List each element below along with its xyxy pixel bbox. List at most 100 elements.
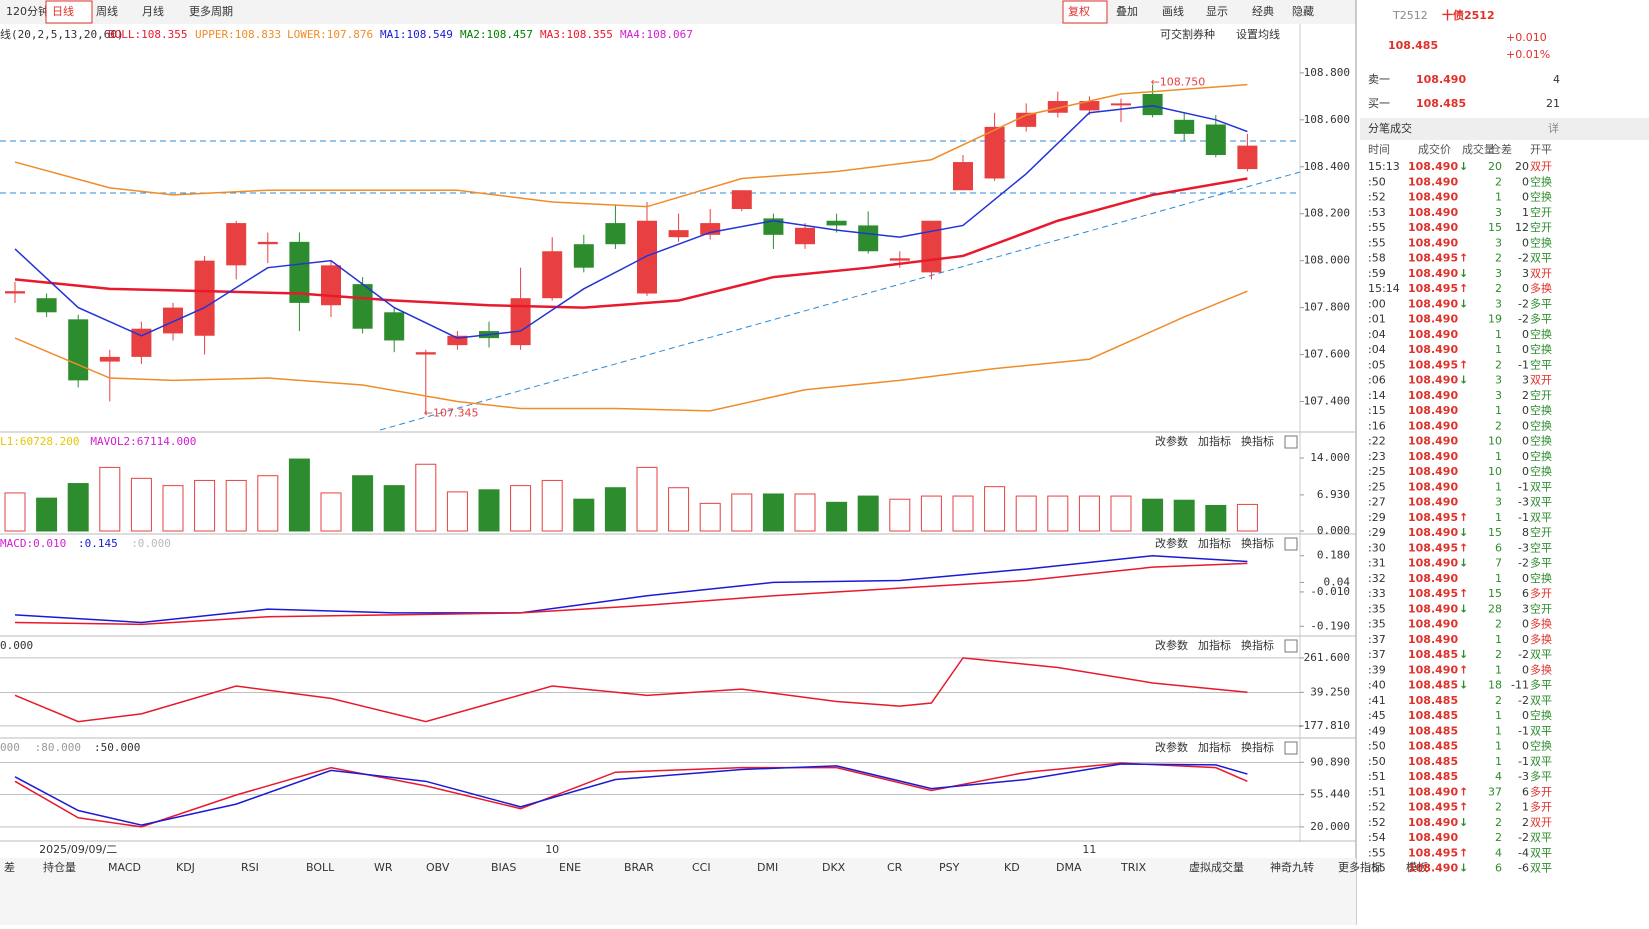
- col-header: 仓差: [1490, 142, 1512, 156]
- candle-body: [68, 319, 89, 381]
- volume-bar: [920, 495, 942, 532]
- indicator-tab[interactable]: BRAR: [624, 861, 654, 874]
- candle-body: [1079, 101, 1100, 111]
- panel-button[interactable]: 加指标: [1198, 740, 1231, 754]
- trade-vol: 15: [1488, 526, 1502, 539]
- volume-bar: [826, 501, 848, 532]
- detail-btn[interactable]: 详: [1548, 121, 1559, 135]
- panel-button[interactable]: 加指标: [1198, 638, 1231, 652]
- indicator-tab[interactable]: 虚拟成交量: [1189, 860, 1244, 874]
- toolbar-btn[interactable]: 复权: [1068, 4, 1090, 18]
- period-tab[interactable]: 日线: [52, 4, 74, 18]
- indicator-tab[interactable]: OBV: [426, 861, 450, 874]
- pos-diff: 12: [1515, 221, 1529, 234]
- volume-bar: [446, 491, 468, 532]
- toolbar-btn[interactable]: 隐藏: [1292, 5, 1314, 18]
- indicator-tab[interactable]: WR: [374, 861, 393, 874]
- toolbar-btn[interactable]: 经典: [1252, 4, 1274, 18]
- indicator-tab[interactable]: PSY: [939, 861, 960, 874]
- volume-bar: [352, 475, 374, 532]
- indicator-tab[interactable]: TRIX: [1120, 861, 1147, 874]
- indicator-tab[interactable]: KDJ: [176, 861, 195, 874]
- legend-item: BOLL:108.355: [108, 28, 187, 41]
- candle-body: [510, 298, 531, 346]
- trade-type: 双开: [1530, 267, 1552, 280]
- close-btn[interactable]: [1284, 537, 1298, 551]
- book-price: 108.490: [1416, 73, 1466, 86]
- panel-button[interactable]: 换指标: [1241, 638, 1274, 652]
- trade-vol: 1: [1495, 740, 1502, 753]
- indicator-tab[interactable]: 持仓量: [43, 860, 76, 874]
- trade-price: 108.490: [1408, 633, 1458, 646]
- time: :50: [1368, 740, 1386, 753]
- trade-vol: 1: [1495, 724, 1502, 737]
- period-tab[interactable]: 月线: [142, 4, 164, 18]
- period-tab[interactable]: 120分钟: [6, 4, 49, 18]
- panel-button[interactable]: 改参数: [1155, 536, 1188, 550]
- trade-price: 108.490: [1408, 831, 1458, 844]
- period-tab[interactable]: 周线: [96, 4, 118, 18]
- legend-item: MA2:108.457: [460, 28, 533, 41]
- indicator-tab[interactable]: 更多指标: [1338, 860, 1382, 874]
- indicator-tab[interactable]: BIAS: [491, 861, 516, 874]
- indicator-tab[interactable]: 差: [4, 860, 15, 874]
- trade-price: 108.495: [1408, 511, 1458, 524]
- close-btn[interactable]: [1284, 435, 1298, 449]
- candle-body: [700, 223, 721, 235]
- indicator-tab[interactable]: RSI: [241, 861, 259, 874]
- panel-button[interactable]: 改参数: [1155, 638, 1188, 652]
- indicator-tab[interactable]: DMA: [1056, 861, 1082, 874]
- toolbar-btn[interactable]: 画线: [1162, 4, 1184, 18]
- panel-button[interactable]: 加指标: [1198, 434, 1231, 448]
- toolbar-btn[interactable]: 叠加: [1116, 5, 1138, 18]
- panel-legend: 000: [0, 741, 20, 754]
- y-tick-label: 90.890: [1310, 755, 1350, 768]
- trade-type: 空开: [1530, 388, 1552, 402]
- indicator-tab[interactable]: CCI: [692, 861, 711, 874]
- candle-body: [289, 241, 310, 303]
- link[interactable]: 可交割券种: [1160, 27, 1215, 41]
- time: :58: [1368, 252, 1386, 265]
- trade-type: 多平: [1530, 556, 1552, 570]
- panel-button[interactable]: 换指标: [1241, 536, 1274, 550]
- trade-type: 多开: [1530, 586, 1552, 600]
- panel-button[interactable]: 加指标: [1198, 536, 1231, 550]
- indicator-tab[interactable]: BOLL: [306, 861, 335, 874]
- period-tab[interactable]: 更多周期: [189, 4, 233, 18]
- volume-bar: [1173, 499, 1195, 532]
- pos-diff: 2: [1522, 816, 1529, 829]
- indicator-tab[interactable]: ENE: [559, 861, 581, 874]
- trade-price: 108.495: [1408, 282, 1458, 295]
- indicator-tab[interactable]: MACD: [108, 861, 141, 874]
- arrow: ↑: [1459, 846, 1468, 859]
- panel-button[interactable]: 换指标: [1241, 434, 1274, 448]
- panel-button[interactable]: 改参数: [1155, 740, 1188, 754]
- panel-button[interactable]: 换指标: [1241, 740, 1274, 754]
- indicator-tab[interactable]: CR: [887, 861, 903, 874]
- candle-body: [542, 251, 563, 299]
- y-tick-label: 108.800: [1304, 66, 1350, 79]
- trade-vol: 1: [1495, 480, 1502, 493]
- candle-body: [1111, 103, 1131, 106]
- indicator-tab[interactable]: 模板: [1406, 860, 1428, 874]
- close-btn[interactable]: [1284, 639, 1298, 653]
- trade-price: 108.490: [1408, 221, 1458, 234]
- pct: +0.01%: [1506, 48, 1550, 61]
- panel-button[interactable]: 改参数: [1155, 434, 1188, 448]
- trade-vol: 2: [1495, 282, 1502, 295]
- trade-price: 108.495: [1408, 252, 1458, 265]
- volume-bar: [67, 483, 89, 532]
- indicator-tab[interactable]: DKX: [822, 861, 846, 874]
- indicator-tab[interactable]: 神奇九转: [1270, 860, 1314, 874]
- volume-bar: [1110, 495, 1132, 532]
- toolbar-btn[interactable]: 显示: [1206, 5, 1228, 18]
- link[interactable]: 设置均线: [1236, 27, 1280, 41]
- indicator-tab[interactable]: KD: [1004, 861, 1020, 874]
- candle-body: [415, 352, 436, 355]
- time: :55: [1368, 221, 1386, 234]
- volume-bar: [194, 479, 216, 532]
- close-btn[interactable]: [1284, 741, 1298, 755]
- trade-vol: 6: [1495, 541, 1502, 554]
- indicator-tab[interactable]: DMI: [757, 861, 778, 874]
